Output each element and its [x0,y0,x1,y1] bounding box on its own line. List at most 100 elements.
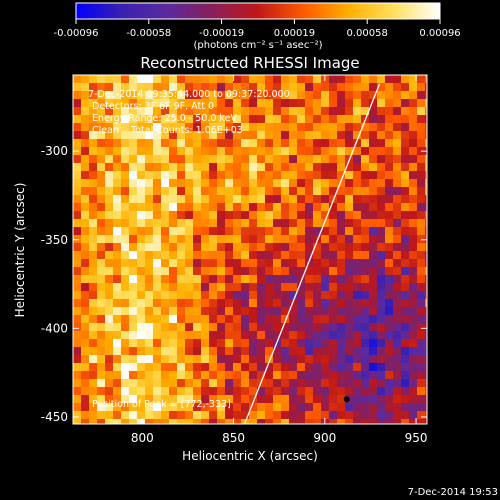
heatmap-cell [257,307,266,316]
heatmap-cell [385,211,394,220]
heatmap-cell [161,171,170,180]
heatmap-cell [329,83,338,92]
heatmap-cell [329,107,338,116]
heatmap-cell [201,299,210,308]
heatmap-cell [193,139,202,148]
heatmap-cell [425,299,427,308]
heatmap-cell [145,291,154,300]
heatmap-cell [249,331,258,340]
heatmap-cell [377,379,386,388]
heatmap-cell [121,227,130,236]
heatmap-cell [289,259,298,268]
heatmap-cell [89,403,98,412]
heatmap-cell [97,315,106,324]
heatmap-cell [145,387,154,396]
heatmap-cell [121,251,130,260]
heatmap-cell [105,283,114,292]
heatmap-cell [137,235,146,244]
heatmap-cell [417,163,426,172]
heatmap-cell [401,371,410,380]
heatmap-cell [321,267,330,276]
heatmap-cell [185,131,194,140]
heatmap-cell [425,371,427,380]
heatmap-cell [401,139,410,148]
heatmap-cell [129,235,138,244]
heatmap-cell [201,115,210,124]
heatmap-cell [393,91,402,100]
heatmap-cell [129,371,138,380]
heatmap-cell [201,419,210,424]
heatmap-cell [177,139,186,148]
heatmap-cell [353,371,362,380]
heatmap-cell [305,75,314,84]
heatmap-cell [145,403,154,412]
heatmap-cell [177,83,186,92]
heatmap-cell [105,235,114,244]
heatmap-cell [233,171,242,180]
heatmap-cell [241,307,250,316]
heatmap-cell [193,403,202,412]
heatmap-cell [105,195,114,204]
heatmap-cell [177,419,186,424]
heatmap-cell [113,275,122,284]
heatmap-cell [185,179,194,188]
heatmap-cell [201,363,210,372]
heatmap-cell [257,259,266,268]
heatmap-cell [297,387,306,396]
heatmap-cell [297,395,306,404]
heatmap-cell [369,331,378,340]
heatmap-cell [361,371,370,380]
heatmap-cell [265,339,274,348]
heatmap-cell [249,107,258,116]
heatmap-cell [121,347,130,356]
heatmap-cell [329,363,338,372]
heatmap-cell [177,307,186,316]
heatmap-cell [153,395,162,404]
heatmap-cell [281,395,290,404]
heatmap-cell [209,387,218,396]
heatmap-cell [177,107,186,116]
heatmap-cell [417,339,426,348]
heatmap-cell [209,379,218,388]
heatmap-cell [313,91,322,100]
heatmap-cell [137,203,146,212]
colorbar-ticks: -0.00096 -0.00058 -0.00019 0.00019 0.00058 0.… [54,19,461,39]
heatmap-cell [145,331,154,340]
heatmap-cell [169,331,178,340]
heatmap-cell [409,323,418,332]
heatmap-cell [337,275,346,284]
heatmap-cell [425,411,427,420]
heatmap-cell [209,411,218,420]
heatmap-cell [145,235,154,244]
heatmap-cell [313,307,322,316]
heatmap-cell [177,339,186,348]
heatmap-cell [169,99,178,108]
heatmap-cell [345,107,354,116]
heatmap-cell [129,211,138,220]
heatmap-cell [129,131,138,140]
heatmap-cell [161,395,170,404]
heatmap-cell [321,195,330,204]
heatmap-cell [393,163,402,172]
heatmap-cell [209,123,218,132]
heatmap-cell [153,227,162,236]
heatmap-cell [113,171,122,180]
heatmap-cell [369,259,378,268]
heatmap-cell [233,91,242,100]
heatmap-cell [273,395,282,404]
heatmap-cell [177,115,186,124]
heatmap-cell [401,155,410,164]
heatmap-cell [257,147,266,156]
heatmap-cell [401,147,410,156]
heatmap-cell [417,195,426,204]
heatmap-cell [385,203,394,212]
heatmap-cell [425,339,427,348]
heatmap-cell [409,187,418,196]
heatmap-cell [225,299,234,308]
heatmap-cell [385,411,394,420]
heatmap-cell [105,243,114,252]
heatmap-cell [401,403,410,412]
heatmap-cell [425,115,427,124]
heatmap-cell [321,203,330,212]
heatmap-cell [81,115,90,124]
